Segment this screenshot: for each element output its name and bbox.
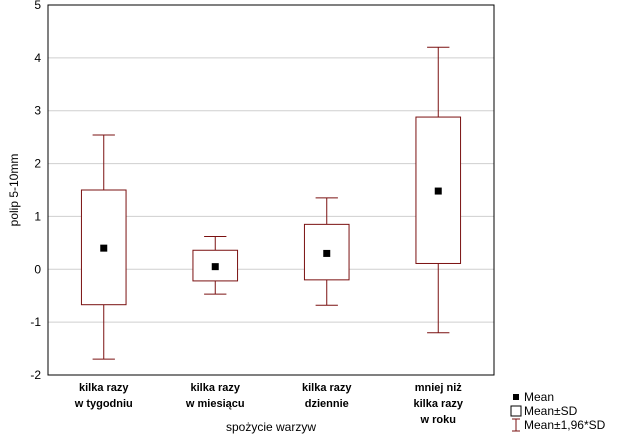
- category-label: kilka razy: [79, 382, 129, 394]
- mean-marker: [211, 263, 219, 271]
- legend-label: Mean±1,96*SD: [524, 418, 606, 432]
- y-tick-label: -1: [30, 315, 41, 329]
- category-label: w tygodniu: [74, 398, 133, 410]
- mean-marker: [100, 244, 108, 252]
- box-group: [303, 197, 350, 306]
- mean-marker: [323, 249, 331, 257]
- category-label: kilka razy: [190, 382, 240, 394]
- plot-frame: [47, 4, 495, 376]
- legend-label: Mean±SD: [524, 404, 578, 418]
- category-label: kilka razy: [413, 398, 463, 410]
- y-tick-label: 5: [34, 0, 41, 12]
- category-label: kilka razy: [302, 382, 352, 394]
- y-tick-label: 2: [34, 157, 41, 171]
- y-tick-label: 0: [34, 262, 41, 276]
- box-series: [80, 46, 462, 360]
- y-tick-label: 3: [34, 104, 41, 118]
- category-label: w miesiącu: [185, 398, 245, 410]
- box-group: [415, 46, 462, 334]
- legend-whisker-symbol: [512, 418, 520, 432]
- box-group: [80, 134, 127, 360]
- y-axis-label: polip 5-10mm: [7, 154, 21, 227]
- legend-label: Mean: [524, 390, 554, 404]
- category-label: w roku: [420, 414, 456, 426]
- y-tick-label: -2: [30, 368, 41, 382]
- mean-marker: [434, 187, 442, 195]
- box-group: [192, 236, 239, 295]
- legend-box-symbol: [510, 405, 522, 417]
- category-label: dziennie: [305, 398, 349, 410]
- y-tick-label: 1: [34, 209, 41, 223]
- legend-mean-symbol: [513, 394, 519, 400]
- x-axis-categories: kilka razy w tygodniu kilka razy w miesiącu…: [74, 382, 464, 426]
- y-axis-ticks: -2 -1 0 1 2 3 4 5: [30, 0, 41, 382]
- category-label: mniej niż: [415, 382, 463, 394]
- x-axis-label: spożycie warzyw: [226, 420, 316, 434]
- y-tick-label: 4: [34, 51, 41, 65]
